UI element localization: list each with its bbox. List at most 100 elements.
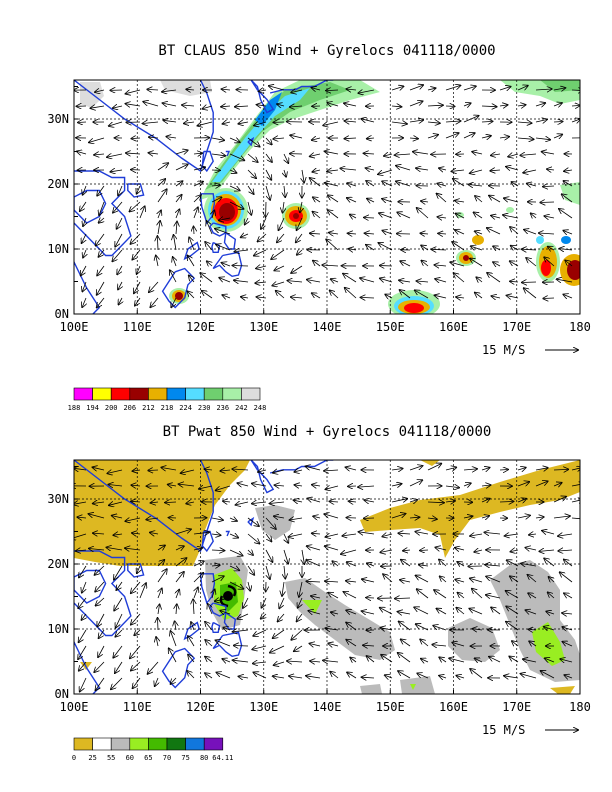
wind-arrow [310, 154, 321, 156]
wind-arrow [564, 593, 573, 598]
wind-arrow [524, 288, 537, 299]
wind-arrow [553, 122, 562, 123]
wind-arrow [456, 676, 465, 678]
wind-arrow [535, 481, 548, 487]
wind-arrow [487, 273, 501, 283]
colorbar-label: 248 [254, 404, 267, 412]
wind-arrow [395, 598, 411, 599]
wind-arrow [158, 618, 159, 631]
wind-arrow [549, 577, 554, 582]
wind-arrow [381, 628, 393, 630]
wind-arrow [313, 516, 321, 518]
y-tick-label: 10N [47, 622, 69, 636]
wind-arrow [511, 246, 519, 250]
wind-arrow [499, 501, 513, 502]
wind-arrow [252, 484, 267, 487]
wind-arrow [125, 548, 141, 550]
wind-arrow [165, 502, 177, 503]
wind-arrow [156, 637, 158, 647]
wind-arrow [347, 562, 357, 566]
wind-arrow [157, 179, 165, 187]
wind-arrow [284, 153, 288, 163]
wind-arrow [421, 245, 429, 250]
wind-arrow [208, 604, 212, 615]
wind-arrow [131, 613, 141, 625]
wind-arrow [297, 250, 302, 255]
wind-arrow [252, 646, 267, 649]
coastline-segment [269, 460, 334, 474]
wind-arrow [186, 502, 195, 504]
wind-arrow [216, 485, 231, 490]
wind-arrow [252, 502, 267, 504]
wind-arrow [174, 235, 177, 251]
wind-arrow [193, 195, 201, 203]
wind-arrow [348, 233, 357, 234]
wind-arrow [456, 214, 465, 219]
wind-arrow [522, 282, 537, 283]
wind-arrow [562, 613, 573, 614]
wind-arrow [565, 261, 573, 267]
wind-arrow [399, 622, 411, 631]
wind-arrow [449, 658, 465, 663]
wind-arrow [97, 613, 105, 627]
wind-arrow [182, 105, 195, 106]
wind-arrow [284, 169, 286, 177]
wind-arrow [409, 120, 423, 122]
wind-arrow [457, 562, 465, 566]
coastline-segment [212, 631, 243, 658]
wind-arrow [274, 516, 285, 518]
wind-arrow [119, 297, 123, 305]
wind-arrow [282, 581, 284, 596]
x-tick-label: 160E [439, 700, 468, 714]
wind-arrow [421, 659, 429, 662]
wind-arrow [454, 273, 465, 283]
wind-arrow [484, 532, 501, 534]
wind-arrow [229, 201, 244, 209]
wind-arrow [163, 120, 177, 122]
wind-arrow [288, 281, 303, 282]
wind-arrow [179, 484, 195, 486]
colorbar-label: 206 [123, 404, 136, 412]
wind-arrow [93, 502, 105, 504]
wind-arrow [116, 613, 123, 628]
wind-arrow [116, 581, 123, 590]
wind-arrow [97, 281, 105, 295]
wind-arrow [344, 138, 357, 139]
wind-arrow [349, 249, 357, 250]
wind-arrow [553, 516, 570, 518]
wind-arrow [287, 661, 303, 662]
wind-arrow [237, 613, 249, 619]
wind-arrow [493, 262, 501, 266]
wind-arrow [175, 572, 184, 583]
wind-arrow [97, 265, 105, 275]
wind-arrow [176, 209, 179, 219]
wind-arrow [521, 564, 537, 567]
wind-arrow [229, 581, 243, 589]
wind-arrow [239, 676, 249, 678]
colorbar-label: 230 [198, 404, 211, 412]
wind-arrow [509, 657, 519, 663]
wind-arrow [96, 677, 105, 690]
wind-arrow [77, 151, 87, 154]
wind-arrow [298, 597, 302, 608]
wind-arrow [211, 565, 220, 566]
colorbar-swatch [203, 737, 224, 751]
wind-arrow [360, 278, 375, 283]
wind-arrow [553, 103, 562, 106]
wind-arrow [365, 233, 375, 234]
wind-arrow [283, 549, 288, 564]
wind-arrow [507, 296, 519, 299]
wind-arrow [271, 249, 285, 259]
wind-arrow [325, 546, 339, 550]
colorbar-label: 242 [235, 404, 248, 412]
wind-arrow [147, 89, 159, 90]
wind-arrow [535, 138, 550, 140]
wind-arrow [382, 199, 393, 202]
wind-arrow [115, 661, 123, 673]
wind-arrow [233, 266, 249, 267]
wind-arrow [137, 185, 140, 194]
wind-arrow [211, 197, 221, 203]
wind-arrow [548, 247, 555, 250]
wind-arrow [176, 222, 177, 235]
wind-arrow [510, 281, 519, 282]
